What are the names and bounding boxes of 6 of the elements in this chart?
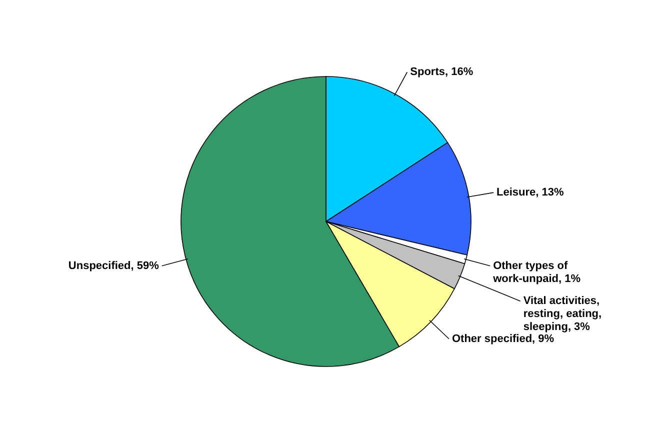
slice-label: Leisure, 13%	[496, 186, 564, 199]
slice-label: Vital activities, resting, eating, sleeping, 3%	[523, 295, 602, 334]
slice-label: Other types of work-unpaid, 1%	[492, 260, 581, 285]
slice-label: Sports, 16%	[410, 66, 474, 78]
slice-label: Unspecified, 59%	[68, 260, 160, 272]
slice-label: Other specified, 9%	[452, 332, 554, 345]
